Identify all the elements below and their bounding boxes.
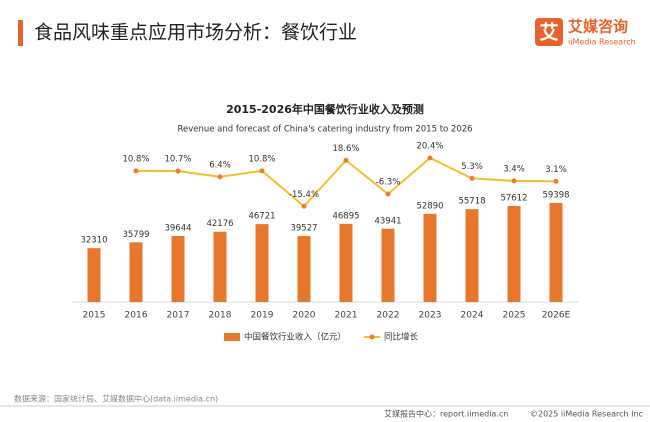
bar-label: 46721 <box>248 212 275 222</box>
logo-box <box>535 18 563 46</box>
growth-label: 3.1% <box>545 165 567 175</box>
growth-point <box>217 174 223 180</box>
logo-cn: 艾媒咨询 <box>568 18 628 36</box>
growth-label: 5.3% <box>461 162 483 172</box>
bar-label: 52890 <box>416 201 443 211</box>
growth-label: 20.4% <box>416 141 443 151</box>
footer-copyright: ©2025 iiMedia Research Inc <box>530 410 643 419</box>
growth-label: 6.4% <box>209 160 231 170</box>
bar-label: 59398 <box>542 191 569 201</box>
growth-point <box>133 168 139 174</box>
legend-swatch <box>224 333 240 341</box>
logo-mark: 艾 <box>539 22 558 44</box>
bar-label: 39644 <box>164 223 191 233</box>
bar-label: 55718 <box>458 197 485 207</box>
x-tick-label: 2023 <box>419 311 442 321</box>
x-tick-label: 2022 <box>377 311 400 321</box>
bar <box>213 231 227 302</box>
growth-label: 10.8% <box>248 154 275 164</box>
legend-marker <box>369 334 375 340</box>
growth-point <box>385 191 391 197</box>
growth-point <box>259 168 265 174</box>
x-tick-label: 2018 <box>209 311 232 321</box>
bar <box>129 242 143 302</box>
title-accent <box>18 20 23 46</box>
bar <box>507 205 521 302</box>
bar <box>171 235 185 302</box>
bar <box>423 213 437 302</box>
growth-label: -15.4% <box>289 190 319 200</box>
bar-label: 46895 <box>332 211 359 221</box>
growth-point <box>511 178 517 184</box>
legend-label: 同比增长 <box>384 332 419 343</box>
bar <box>339 223 353 302</box>
x-tick-label: 2015 <box>83 311 106 321</box>
growth-label: 10.7% <box>164 155 191 165</box>
growth-label: -6.3% <box>376 178 401 188</box>
bar-label: 35799 <box>122 230 149 240</box>
bar-label: 39527 <box>290 224 317 234</box>
slide-title: 食品风味重点应用市场分析：餐饮行业 <box>34 22 357 44</box>
x-tick-label: 2026E <box>542 311 571 321</box>
x-tick-label: 2017 <box>167 311 190 321</box>
chart-subtitle: Revenue and forecast of China's catering… <box>177 125 472 135</box>
bar-label: 42176 <box>206 219 233 229</box>
x-tick-label: 2016 <box>125 311 148 321</box>
x-tick-label: 2019 <box>251 311 274 321</box>
bar <box>297 236 311 302</box>
logo-en: iiMedia Research <box>568 38 636 47</box>
bar-label: 32310 <box>80 236 107 246</box>
footer-report: 艾媒报告中心：report.iimedia.cn <box>384 409 508 419</box>
x-tick-label: 2020 <box>293 311 316 321</box>
growth-label: 3.4% <box>503 164 525 174</box>
bar <box>549 203 563 302</box>
x-tick-label: 2025 <box>503 311 526 321</box>
growth-label: 10.8% <box>122 154 149 164</box>
bar <box>255 224 269 302</box>
bar-label: 57612 <box>500 193 527 203</box>
growth-point <box>301 203 307 209</box>
bar <box>87 248 101 302</box>
growth-point <box>175 168 181 174</box>
growth-point <box>343 157 349 163</box>
growth-point <box>427 155 433 161</box>
x-tick-label: 2021 <box>335 311 358 321</box>
bar-label: 43941 <box>374 216 401 226</box>
growth-label: 18.6% <box>332 144 359 154</box>
bar <box>465 209 479 302</box>
legend-label: 中国餐饮行业收入（亿元） <box>244 332 346 343</box>
growth-point <box>553 178 559 184</box>
x-tick-label: 2024 <box>461 311 484 321</box>
bar <box>381 228 395 302</box>
chart-title: 2015-2026年中国餐饮行业收入及预测 <box>226 102 424 116</box>
growth-point <box>469 175 475 181</box>
source: 数据来源：国家统计局、艾媒数据中心(data.iimedia.cn) <box>14 394 218 404</box>
